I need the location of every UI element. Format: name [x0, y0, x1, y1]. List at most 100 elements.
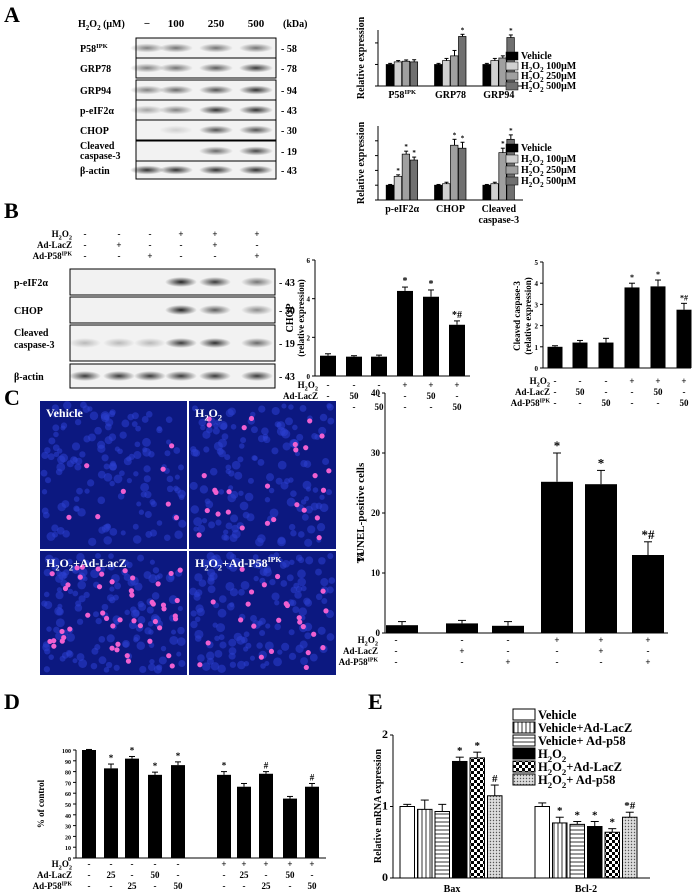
- nucleus: [53, 626, 60, 633]
- tunel-positive-cell: [213, 489, 219, 495]
- tunel-positive-cell: [65, 582, 71, 588]
- nucleus: [76, 618, 84, 625]
- blot-row-label: caspase-3: [14, 340, 55, 351]
- legend-swatch: [512, 721, 536, 734]
- nucleus: [322, 458, 330, 466]
- nucleus: [72, 457, 78, 463]
- tunel-positive-cell: [115, 641, 121, 647]
- nucleus: [218, 634, 225, 641]
- nucleus: [95, 552, 101, 559]
- bar: [386, 625, 418, 633]
- legend-label: H2O2​ 250μM: [521, 71, 577, 84]
- condition-value: +: [645, 657, 650, 667]
- condition-label: H2O2​: [530, 376, 550, 389]
- nucleus: [234, 471, 243, 480]
- nucleus: [84, 560, 90, 566]
- tunel-positive-cell: [201, 473, 207, 479]
- nucleus: [300, 499, 307, 505]
- condition-value: -: [177, 870, 180, 880]
- condition-value: -: [554, 376, 557, 386]
- panel-letter-b: B: [4, 198, 19, 223]
- y-tick-label: 0: [307, 373, 311, 381]
- category-label: caspase-3: [479, 215, 520, 226]
- nucleus: [105, 523, 111, 529]
- y-tick-label: 80: [65, 771, 71, 777]
- condition-value: -: [395, 635, 398, 645]
- bar: [259, 773, 273, 858]
- condition-value: +: [645, 635, 650, 645]
- nucleus: [210, 662, 220, 671]
- western-blot-b: H2O2​---+++Ad-LacZ-+--+-Ad-P58IPK​--+--+…: [14, 229, 295, 389]
- condition-value: -: [507, 635, 510, 645]
- nucleus: [78, 595, 86, 603]
- tunel-positive-cell: [268, 648, 275, 655]
- significance-marker: *: [557, 805, 563, 817]
- bar: [572, 342, 588, 368]
- blot-row-label: β-actin: [80, 166, 110, 177]
- nucleus: [299, 640, 308, 649]
- condition-label: Ad-LacZ: [343, 646, 378, 656]
- y-axis-title: (relative expression): [523, 277, 533, 354]
- tunel-positive-cell: [110, 623, 116, 629]
- nucleus: [119, 431, 127, 439]
- nucleus: [216, 623, 226, 633]
- nucleus: [57, 603, 63, 609]
- tunel-positive-cell: [155, 581, 161, 587]
- condition-value: +: [629, 376, 634, 386]
- nucleus: [137, 616, 146, 624]
- nucleus: [90, 662, 98, 670]
- nucleus: [244, 492, 254, 502]
- bar: [434, 811, 450, 879]
- nucleus: [311, 433, 318, 440]
- tunel-positive-cell: [103, 615, 110, 622]
- nucleus: [77, 508, 86, 517]
- legend-swatch: [505, 51, 519, 61]
- nucleus: [131, 421, 138, 427]
- blot-row-label: Cleaved: [14, 328, 49, 339]
- blot-band: [199, 85, 233, 95]
- legend-label: H2O2​+ Ad-p58: [538, 773, 615, 790]
- nucleus: [230, 490, 239, 499]
- category-label: p-eIF2α: [385, 204, 419, 215]
- nucleus: [252, 554, 259, 560]
- nucleus: [198, 579, 207, 587]
- blot-band: [239, 146, 273, 156]
- nucleus: [200, 424, 206, 431]
- blot-band: [130, 165, 164, 175]
- tunel-positive-cell: [100, 610, 106, 616]
- y-tick-label: 40: [65, 814, 71, 820]
- nucleus: [126, 561, 133, 569]
- legend-swatch: [505, 165, 519, 175]
- nucleus: [97, 444, 106, 453]
- nucleus: [137, 600, 144, 608]
- nucleus: [189, 587, 197, 596]
- nucleus: [303, 597, 311, 605]
- nucleus: [171, 629, 177, 635]
- blot-band: [239, 43, 273, 53]
- y-axis-title: %: [355, 552, 367, 563]
- nucleus: [326, 489, 332, 496]
- legend-label: Vehicle: [521, 51, 552, 62]
- bar: [385, 184, 395, 201]
- nucleus: [126, 478, 132, 484]
- bar: [409, 61, 419, 87]
- nucleus: [98, 526, 106, 534]
- bar: [217, 774, 231, 858]
- nucleus: [193, 526, 199, 532]
- nucleus: [76, 553, 85, 562]
- nucleus: [274, 623, 281, 631]
- nucleus: [63, 569, 70, 576]
- condition-value: 50: [350, 391, 360, 401]
- nucleus: [158, 656, 167, 665]
- nucleus: [140, 482, 150, 492]
- condition-value: -: [256, 240, 259, 250]
- condition-value: 25: [128, 881, 138, 891]
- nucleus: [277, 536, 286, 545]
- tunel-positive-cell: [99, 571, 105, 577]
- condition-value: -: [353, 402, 356, 412]
- legend-swatch: [512, 773, 536, 786]
- nucleus: [132, 535, 142, 544]
- condition-value: -: [554, 398, 557, 408]
- condition-value: +: [263, 859, 268, 869]
